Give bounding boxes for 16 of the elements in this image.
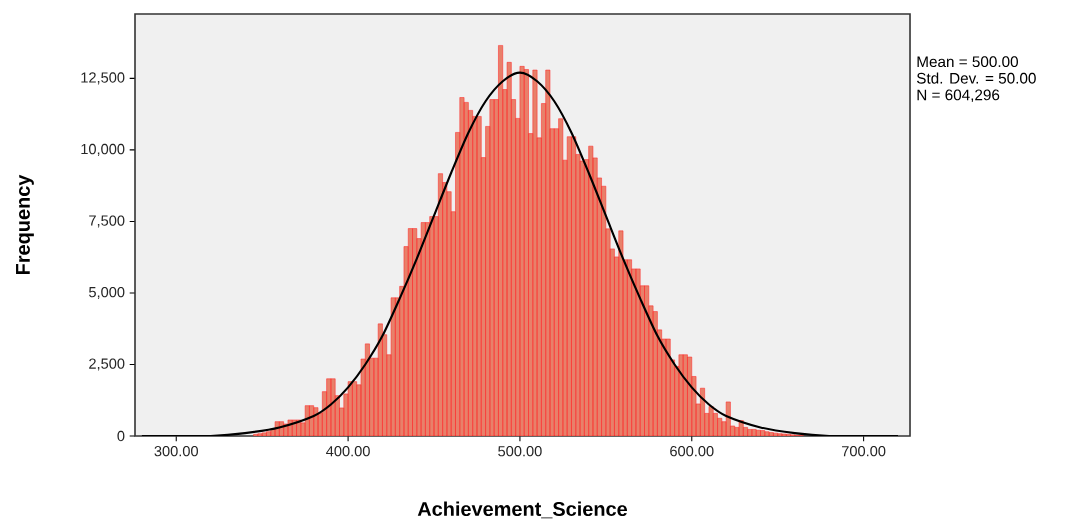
text: Mean = 500.00: [917, 56, 1018, 68]
x-tick-label: 600.00: [670, 446, 714, 457]
y-tick-label: 0: [117, 430, 125, 442]
text: N = 604,296: [917, 89, 1000, 103]
y-axis-title: Frequency: [16, 174, 34, 275]
y-tick-label: 12,500: [81, 72, 125, 85]
y-tick-label: 2,500: [89, 358, 125, 371]
y-tick-label: 5,000: [89, 287, 125, 300]
y-tick-label: 7,500: [89, 215, 125, 228]
x-axis-title: Achievement_Science: [417, 501, 628, 519]
text: Std. Dev. = 50.00: [916, 72, 1036, 84]
x-tick-label: 500.00: [498, 446, 542, 457]
x-tick-label: 300.00: [154, 446, 198, 457]
y-tick-label: 10,000: [81, 144, 125, 157]
x-tick-label: 400.00: [326, 446, 370, 457]
x-tick-label: 700.00: [842, 446, 886, 457]
